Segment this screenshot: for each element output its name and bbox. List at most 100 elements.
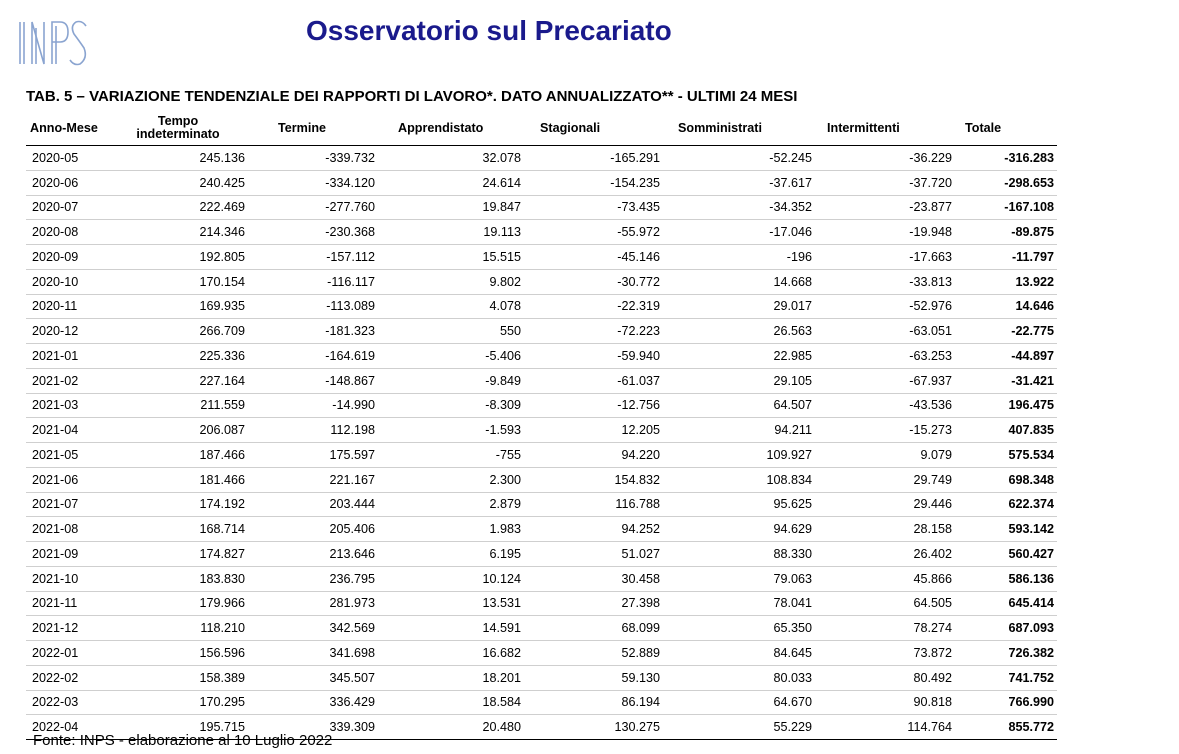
table-row: 2021-08 168.714 205.406 1.983 94.252 94.629 28…: [26, 516, 1057, 542]
cell-intermittenti: 73.872: [815, 640, 955, 666]
cell-stagionali: 86.194: [524, 690, 663, 716]
cell-anno-mese: 2020-07: [26, 195, 108, 221]
cell-apprendistato: 4.078: [378, 294, 524, 320]
table-row: 2021-12 118.210 342.569 14.591 68.099 65.350 7…: [26, 615, 1057, 641]
cell-totale: 687.093: [955, 615, 1057, 641]
col-header-tempo-line1: Tempo: [157, 114, 199, 128]
cell-apprendistato: 18.201: [378, 665, 524, 691]
cell-anno-mese: 2021-07: [26, 492, 108, 518]
table-row: 2022-03 170.295 336.429 18.584 86.194 64.670 9…: [26, 690, 1057, 716]
cell-intermittenti: 26.402: [815, 541, 955, 567]
cell-apprendistato: 550: [378, 318, 524, 344]
cell-somministrati: 80.033: [663, 665, 815, 691]
cell-totale: -167.108: [955, 195, 1057, 221]
cell-stagionali: 130.275: [524, 714, 663, 740]
cell-stagionali: -165.291: [524, 145, 663, 171]
table-row: 2020-07 222.469 -277.760 19.847 -73.435 -34.3…: [26, 195, 1057, 221]
cell-apprendistato: 18.584: [378, 690, 524, 716]
cell-anno-mese: 2021-01: [26, 343, 108, 369]
cell-intermittenti: 90.818: [815, 690, 955, 716]
cell-intermittenti: 80.492: [815, 665, 955, 691]
cell-totale: -298.653: [955, 170, 1057, 196]
cell-stagionali: -55.972: [524, 219, 663, 245]
table-row: 2020-11 169.935 -113.089 4.078 -22.319 29.017…: [26, 294, 1057, 320]
cell-somministrati: -37.617: [663, 170, 815, 196]
cell-apprendistato: 10.124: [378, 566, 524, 592]
source-note: Fonte: INPS - elaborazione al 10 Luglio …: [33, 732, 333, 749]
cell-apprendistato: -5.406: [378, 343, 524, 369]
cell-totale: 196.475: [955, 393, 1057, 419]
cell-anno-mese: 2022-04: [26, 714, 108, 740]
cell-tempo-indeterminato: 195.715: [108, 714, 248, 740]
cell-apprendistato: 6.195: [378, 541, 524, 567]
cell-somministrati: 94.211: [663, 417, 815, 443]
page-title: Osservatorio sul Precariato: [306, 15, 672, 46]
cell-apprendistato: 1.983: [378, 516, 524, 542]
cell-apprendistato: 16.682: [378, 640, 524, 666]
table-row: 2020-08 214.346 -230.368 19.113 -55.972 -17.0…: [26, 219, 1057, 245]
cell-termine: -181.323: [248, 318, 378, 344]
cell-anno-mese: 2021-02: [26, 368, 108, 394]
cell-somministrati: 108.834: [663, 467, 815, 493]
cell-totale: -316.283: [955, 145, 1057, 171]
cell-apprendistato: 32.078: [378, 145, 524, 171]
cell-intermittenti: -23.877: [815, 195, 955, 221]
table-title: TAB. 5 – VARIAZIONE TENDENZIALE DEI RAPP…: [26, 88, 798, 105]
cell-intermittenti: 114.764: [815, 714, 955, 740]
cell-stagionali: 27.398: [524, 591, 663, 617]
col-header-termine: Termine: [248, 111, 378, 146]
cell-somministrati: 22.985: [663, 343, 815, 369]
cell-termine: -164.619: [248, 343, 378, 369]
cell-tempo-indeterminato: 227.164: [108, 368, 248, 394]
cell-tempo-indeterminato: 168.714: [108, 516, 248, 542]
cell-anno-mese: 2021-10: [26, 566, 108, 592]
cell-tempo-indeterminato: 211.559: [108, 393, 248, 419]
cell-apprendistato: 9.802: [378, 269, 524, 295]
cell-stagionali: 68.099: [524, 615, 663, 641]
cell-stagionali: 52.889: [524, 640, 663, 666]
table-row: 2021-03 211.559 -14.990 -8.309 -12.756 64.507…: [26, 393, 1057, 419]
cell-stagionali: 94.252: [524, 516, 663, 542]
cell-termine: 213.646: [248, 541, 378, 567]
table-row: 2021-06 181.466 221.167 2.300 154.832 108.834…: [26, 467, 1057, 493]
table-row: 2021-07 174.192 203.444 2.879 116.788 95.625 2…: [26, 492, 1057, 518]
cell-anno-mese: 2020-05: [26, 145, 108, 171]
cell-totale: 726.382: [955, 640, 1057, 666]
cell-termine: 203.444: [248, 492, 378, 518]
cell-anno-mese: 2022-02: [26, 665, 108, 691]
cell-anno-mese: 2020-06: [26, 170, 108, 196]
cell-somministrati: 79.063: [663, 566, 815, 592]
cell-termine: 112.198: [248, 417, 378, 443]
cell-termine: 345.507: [248, 665, 378, 691]
cell-anno-mese: 2021-12: [26, 615, 108, 641]
cell-stagionali: 94.220: [524, 442, 663, 468]
cell-stagionali: -45.146: [524, 244, 663, 270]
table-row: 2021-05 187.466 175.597 -755 94.220 109.927 9.…: [26, 442, 1057, 468]
cell-tempo-indeterminato: 181.466: [108, 467, 248, 493]
cell-termine: -157.112: [248, 244, 378, 270]
table-body: 2020-05 245.136 -339.732 32.078 -165.291 -52.…: [26, 145, 1057, 740]
cell-termine: -334.120: [248, 170, 378, 196]
cell-intermittenti: -36.229: [815, 145, 955, 171]
cell-termine: 175.597: [248, 442, 378, 468]
cell-anno-mese: 2020-08: [26, 219, 108, 245]
cell-anno-mese: 2021-11: [26, 591, 108, 617]
table-row: 2022-01 156.596 341.698 16.682 52.889 84.645 7…: [26, 640, 1057, 666]
cell-termine: -230.368: [248, 219, 378, 245]
cell-intermittenti: -43.536: [815, 393, 955, 419]
cell-termine: 205.406: [248, 516, 378, 542]
cell-somministrati: 78.041: [663, 591, 815, 617]
table-row: 2021-01 225.336 -164.619 -5.406 -59.940 22.98…: [26, 343, 1057, 369]
cell-anno-mese: 2021-05: [26, 442, 108, 468]
cell-apprendistato: 20.480: [378, 714, 524, 740]
cell-tempo-indeterminato: 187.466: [108, 442, 248, 468]
cell-termine: 336.429: [248, 690, 378, 716]
table-row: 2021-10 183.830 236.795 10.124 30.458 79.063 4…: [26, 566, 1057, 592]
cell-intermittenti: 9.079: [815, 442, 955, 468]
cell-stagionali: 116.788: [524, 492, 663, 518]
col-header-totale: Totale: [955, 111, 1057, 146]
cell-termine: -113.089: [248, 294, 378, 320]
cell-stagionali: -61.037: [524, 368, 663, 394]
inps-logo: [19, 20, 87, 66]
cell-tempo-indeterminato: 169.935: [108, 294, 248, 320]
